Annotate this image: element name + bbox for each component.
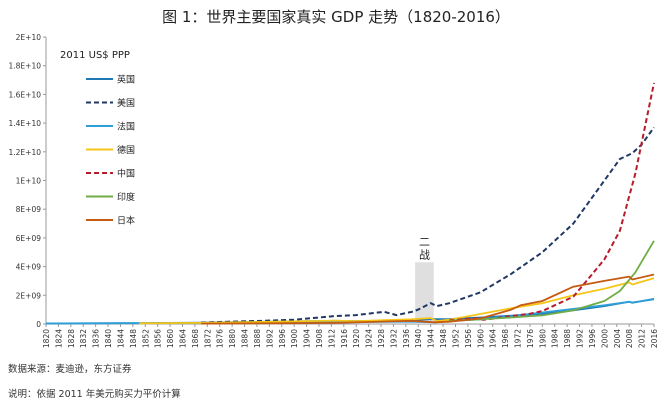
legend-label: 印度 — [117, 191, 135, 203]
x-tick-label: 1828 — [67, 329, 76, 348]
ww2-label-char: 战 — [419, 248, 430, 261]
legend-label: 中国 — [117, 168, 135, 180]
x-tick-label: 2016 — [650, 329, 659, 348]
legend-label: 法国 — [117, 121, 135, 133]
x-tick-label: 1932 — [389, 329, 398, 348]
x-tick-label: 1824 — [54, 329, 63, 348]
x-tick-label: 1948 — [439, 329, 448, 348]
y-tick-label: 8E+09 — [16, 205, 42, 214]
x-tick-label: 1920 — [352, 329, 361, 348]
x-tick-label: 1848 — [129, 329, 138, 348]
x-tick-label: 1876 — [216, 329, 225, 348]
x-tick-label: 1988 — [563, 329, 572, 348]
x-tick-label: 1908 — [315, 329, 324, 348]
x-tick-label: 1892 — [265, 329, 274, 348]
x-tick-label: 1864 — [178, 329, 187, 348]
axes-layer: 0 2E+09 4E+09 6E+09 8E+09 1E+10 1.2E+10 1.4E+10… — [9, 33, 660, 348]
series-line-5 — [449, 240, 655, 322]
x-tick-label: 1844 — [116, 329, 125, 348]
x-tick-label: 1980 — [538, 329, 547, 348]
x-tick-label: 1928 — [377, 329, 386, 348]
y-tick-label: 6E+09 — [16, 234, 42, 243]
x-tick-label: 1936 — [402, 329, 411, 348]
x-tick-label: 1964 — [489, 329, 498, 348]
chart-title: 图 1：世界主要国家真实 GDP 走势（1820-2016） — [162, 8, 510, 26]
legend-unit-label: 2011 US$ PPP — [60, 50, 130, 61]
x-tick-label: 1860 — [166, 329, 175, 348]
y-tick-label: 4E+09 — [16, 263, 42, 272]
data-source-note: 数据来源：麦迪逊，东方证券 — [8, 364, 132, 375]
x-tick-label: 1840 — [104, 329, 113, 348]
legend-label: 德国 — [117, 144, 135, 156]
x-tick-label: 2000 — [600, 329, 609, 348]
x-tick-label: 1868 — [191, 329, 200, 348]
x-tick-label: 1984 — [551, 329, 560, 348]
x-tick-label: 1836 — [92, 329, 101, 348]
x-tick-label: 1940 — [414, 329, 423, 348]
x-tick-label: 1880 — [228, 329, 237, 348]
legend-label: 英国 — [117, 74, 135, 86]
x-tick-label: 2004 — [613, 329, 622, 348]
series-line-1 — [201, 126, 655, 324]
ww2-shade-band — [415, 262, 434, 324]
x-tick-label: 1916 — [340, 329, 349, 348]
y-tick-label: 1.4E+10 — [9, 119, 42, 128]
x-tick-label: 1960 — [476, 329, 485, 348]
legend-label: 美国 — [117, 97, 135, 109]
x-tick-label: 1976 — [526, 329, 535, 348]
x-tick-label: 1900 — [290, 329, 299, 348]
x-tick-label: 2008 — [625, 329, 634, 348]
x-tick-label: 1956 — [464, 329, 473, 348]
x-tick-label: 1972 — [514, 329, 523, 348]
x-tick-label: 1832 — [79, 329, 88, 348]
x-tick-label: 1912 — [327, 329, 336, 348]
methodology-note: 说明：依据 2011 年美元购买力平价计算 — [8, 389, 181, 400]
x-tick-label: 1992 — [576, 329, 585, 348]
x-tick-label: 1904 — [303, 329, 312, 348]
x-tick-label: 1856 — [154, 329, 163, 348]
y-tick-label: 1E+10 — [16, 177, 42, 186]
x-tick-label: 1884 — [241, 329, 250, 348]
y-tick-label: 2E+10 — [16, 33, 42, 42]
x-tick-label: 1996 — [588, 329, 597, 348]
y-tick-label: 1.2E+10 — [9, 148, 42, 157]
y-tick-label: 1.6E+10 — [9, 90, 42, 99]
x-tick-label: 1896 — [278, 329, 287, 348]
y-tick-label: 2E+09 — [16, 291, 42, 300]
series-line-3 — [139, 277, 655, 325]
x-tick-label: 1872 — [203, 329, 212, 348]
y-tick-label: 0 — [36, 320, 41, 329]
x-tick-label: 1952 — [451, 329, 460, 348]
y-tick-label: 1.8E+10 — [9, 62, 42, 71]
x-tick-label: 1924 — [365, 329, 374, 348]
x-tick-label: 1968 — [501, 329, 510, 348]
legend-label: 日本 — [117, 215, 135, 227]
x-tick-label: 1820 — [42, 329, 51, 348]
x-tick-label: 1852 — [141, 329, 150, 348]
x-tick-label: 1944 — [427, 329, 436, 348]
series-layer — [45, 82, 655, 325]
series-line-6 — [201, 273, 655, 325]
x-tick-label: 1888 — [253, 329, 262, 348]
x-tick-label: 2012 — [638, 329, 647, 348]
ww2-label-char: 二 — [419, 235, 430, 248]
